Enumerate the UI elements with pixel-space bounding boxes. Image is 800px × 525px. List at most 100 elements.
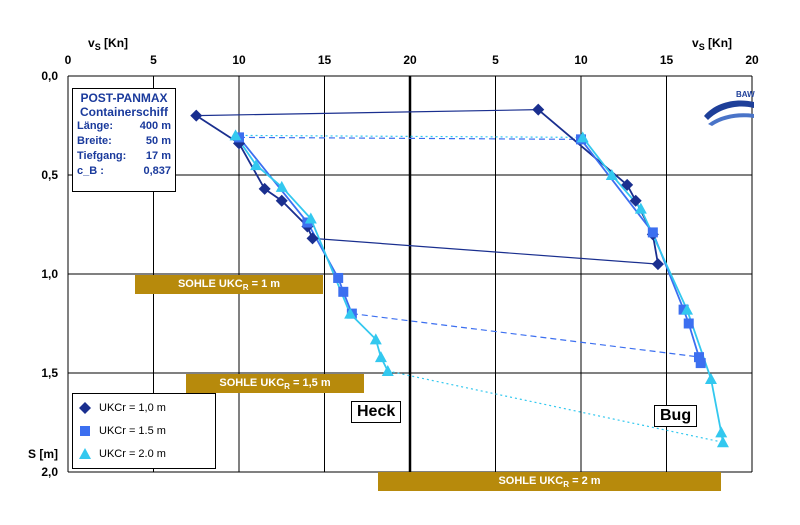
- info-key: Breite:: [77, 135, 112, 147]
- x-tick-label: 20: [745, 53, 759, 67]
- y-axis-label: S [m]: [28, 447, 58, 461]
- y-tick-label: 2,0: [41, 465, 58, 479]
- info-title-2: Containerschiff: [79, 105, 168, 119]
- info-title-1: POST-PANMAX: [80, 91, 168, 105]
- diamond-marker: [621, 178, 634, 191]
- triangle-marker: [369, 333, 382, 345]
- x-tick-label: 10: [232, 53, 246, 67]
- triangle-marker: [304, 212, 317, 224]
- bar-sub: R: [284, 382, 290, 392]
- diamond-marker: [258, 182, 271, 195]
- y-tick-label: 0,0: [41, 69, 58, 83]
- square-marker: [647, 227, 658, 238]
- info-row-cb: c_B : 0,837: [77, 164, 171, 179]
- square-marker: [333, 272, 344, 283]
- series-curve: [580, 138, 702, 364]
- bar-tail: = 2 m: [569, 475, 601, 487]
- triangle-marker: [634, 202, 647, 214]
- connector-line: [387, 370, 724, 443]
- diamond-marker: [629, 194, 642, 207]
- bar-tail: = 1 m: [248, 278, 281, 290]
- diamond-marker: [275, 194, 288, 207]
- svg-text:BAW: BAW: [736, 90, 755, 99]
- info-key: Länge:: [77, 120, 114, 132]
- legend-label: UKCr = 1.5 m: [99, 425, 166, 437]
- triangle-marker: [576, 131, 589, 143]
- ship-info-box: POST-PANMAX Containerschiff Länge: 400 m…: [72, 88, 176, 192]
- diamond-marker-icon: [79, 402, 91, 414]
- connector-lines: [196, 109, 724, 443]
- triangle-marker: [250, 159, 263, 171]
- triangle-marker: [381, 365, 394, 377]
- y-tick-label: 1,0: [41, 267, 58, 281]
- info-value: 0,837: [143, 165, 171, 177]
- connector-line: [351, 313, 701, 358]
- connector-line: [196, 109, 539, 117]
- top-axis-label-right: vS [Kn]: [692, 36, 732, 52]
- info-value: 400 m: [139, 120, 171, 132]
- triangle-marker: [704, 372, 717, 384]
- bar-text: SOHLE UKC: [177, 278, 243, 290]
- legend-label: UKCr = 1,0 m: [99, 402, 166, 414]
- x-tick-label: 15: [660, 53, 674, 67]
- triangle-marker: [716, 436, 729, 448]
- info-value: 50 m: [145, 135, 171, 147]
- y-tick-label: 0,5: [41, 168, 58, 182]
- triangle-marker: [605, 169, 618, 180]
- diamond-marker: [651, 258, 664, 271]
- sohle-bar-1-5m: SOHLE UKCR = 1,5 m: [186, 374, 364, 393]
- tick-labels: 0 5 10 15 20 5 10 15 20 0,0 0,5 1,0 1,5 2,0: [41, 53, 759, 479]
- legend-item-ukc-2-0: UKCr = 2.0 m: [73, 446, 166, 462]
- square-marker: [678, 304, 689, 315]
- x-tick-label: 20: [403, 53, 417, 67]
- sohle-bar-2m: SOHLE UKCR = 2 m: [378, 472, 721, 491]
- x-tick-label: 5: [492, 53, 499, 67]
- connector-line: [312, 237, 658, 265]
- bar-tail: = 1,5 m: [289, 377, 331, 389]
- info-value: 17 m: [145, 150, 171, 162]
- baw-logo-icon: BAW: [704, 90, 755, 126]
- triangle-marker: [275, 180, 288, 192]
- triangle-marker: [715, 426, 728, 438]
- square-marker: [693, 352, 704, 363]
- series-curve: [195, 114, 314, 239]
- x-tick-label: 10: [574, 53, 588, 67]
- sohle-bar-1m: SOHLE UKCR = 1 m: [135, 275, 323, 294]
- top-axis-label-left: vS [Kn]: [88, 36, 128, 52]
- heck-label: Heck: [351, 401, 402, 423]
- triangle-marker: [681, 303, 694, 315]
- bar-sub: R: [563, 480, 570, 490]
- triangle-marker-icon: [79, 448, 91, 459]
- x-tick-label: 0: [65, 53, 72, 67]
- triangle-marker: [344, 307, 357, 319]
- square-marker-icon: [80, 426, 90, 436]
- square-marker: [695, 358, 706, 369]
- triangle-marker: [229, 129, 242, 141]
- info-key: c_B :: [77, 165, 104, 177]
- info-row-length: Länge: 400 m: [77, 119, 171, 134]
- legend-item-ukc-1-0: UKCr = 1,0 m: [73, 400, 166, 416]
- bar-text: SOHLE UKC: [219, 377, 285, 389]
- legend-item-ukc-1-5: UKCr = 1.5 m: [73, 423, 166, 439]
- x-tick-label: 5: [150, 53, 157, 67]
- bar-sub: R: [242, 283, 249, 293]
- legend: UKCr = 1,0 m UKCr = 1.5 m UKCr = 2.0 m: [72, 393, 216, 469]
- triangle-marker: [374, 351, 387, 363]
- diamond-marker: [532, 103, 545, 116]
- y-tick-label: 1,5: [41, 366, 58, 380]
- data-markers: [190, 103, 729, 448]
- bug-label: Bug: [654, 405, 698, 427]
- square-marker: [683, 318, 694, 329]
- legend-label: UKCr = 2.0 m: [99, 448, 166, 460]
- diamond-marker: [306, 232, 319, 245]
- diamond-marker: [190, 109, 203, 122]
- info-row-width: Breite: 50 m: [77, 134, 171, 149]
- series-curve: [234, 134, 389, 372]
- square-marker: [338, 286, 349, 297]
- info-key: Tiefgang:: [77, 150, 127, 162]
- series-curve: [537, 109, 659, 265]
- bar-text: SOHLE UKC: [498, 475, 564, 487]
- connector-line: [238, 136, 582, 140]
- series-curve: [581, 136, 724, 443]
